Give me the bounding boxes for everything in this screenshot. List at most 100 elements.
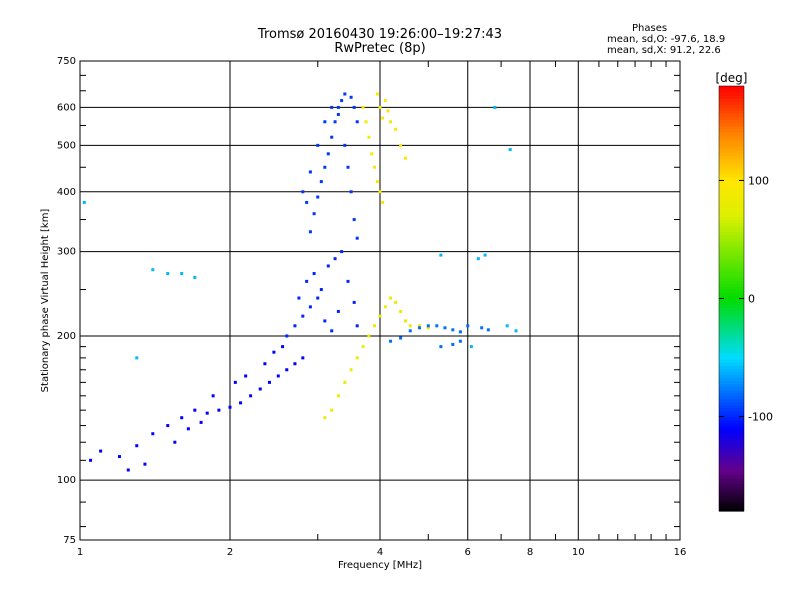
data-point xyxy=(305,279,309,283)
colorbar-segment xyxy=(719,158,744,163)
colorbar-segment xyxy=(719,113,744,117)
colorbar-label: [deg] xyxy=(716,71,748,85)
y-axis-label: Stationary phase Virtual Height [km] xyxy=(40,209,51,393)
colorbar-segment xyxy=(719,359,744,363)
data-point xyxy=(126,468,130,472)
data-point xyxy=(217,408,221,412)
colorbar-segment xyxy=(719,271,744,275)
data-point xyxy=(316,296,320,300)
x-tick-label: 6 xyxy=(465,547,471,558)
colorbar-segment xyxy=(719,225,744,230)
data-point xyxy=(166,424,170,428)
data-point xyxy=(249,394,253,398)
colorbar-segment xyxy=(719,262,744,266)
data-point xyxy=(480,326,484,330)
data-point xyxy=(233,380,237,384)
colorbar-segment xyxy=(719,92,744,96)
data-point xyxy=(476,257,480,261)
colorbar-segment xyxy=(719,183,744,187)
data-point xyxy=(378,190,382,194)
data-point xyxy=(186,427,190,431)
data-point xyxy=(330,105,334,109)
y-tick-label: 75 xyxy=(63,535,76,546)
colorbar-segment xyxy=(719,149,744,154)
colorbar-segment xyxy=(719,171,744,175)
data-point xyxy=(239,401,243,405)
colorbar-segment xyxy=(719,252,744,257)
data-point xyxy=(173,440,177,444)
data-point xyxy=(439,253,443,257)
colorbar-segment xyxy=(719,331,744,336)
colorbar-segment xyxy=(719,289,744,294)
data-point xyxy=(340,99,344,103)
x-tick-label: 2 xyxy=(227,547,233,558)
colorbar-segment xyxy=(719,283,744,287)
colorbar-segment xyxy=(719,404,744,409)
data-point xyxy=(151,268,155,272)
data-point xyxy=(349,368,353,372)
colorbar-segment xyxy=(719,489,744,494)
colorbar-segment xyxy=(719,213,744,218)
colorbar-segment xyxy=(719,413,744,418)
colorbar-segment xyxy=(719,143,744,148)
colorbar-segment xyxy=(719,453,744,457)
data-point xyxy=(364,120,368,124)
colorbar-segment xyxy=(719,186,744,190)
data-point xyxy=(308,230,312,234)
data-point xyxy=(373,165,377,169)
data-point xyxy=(361,105,365,109)
y-tick-label: 100 xyxy=(57,475,76,486)
colorbar-segment xyxy=(719,301,744,306)
data-point xyxy=(258,387,262,391)
colorbar-segment xyxy=(719,286,744,290)
colorbar-segment xyxy=(719,459,744,464)
data-point xyxy=(394,300,398,304)
colorbar-segment xyxy=(719,207,744,212)
data-point xyxy=(340,250,344,254)
data-point xyxy=(316,195,320,199)
data-point xyxy=(361,345,365,349)
colorbar-segment xyxy=(719,222,744,227)
colorbar-segment xyxy=(719,119,744,124)
chart-title-line1: Tromsø 20160430 19:26:00–19:27:43 xyxy=(257,27,503,42)
colorbar-segment xyxy=(719,231,744,236)
data-point xyxy=(383,305,387,309)
colorbar-segment xyxy=(719,471,744,476)
data-point xyxy=(336,309,340,313)
colorbar-segment xyxy=(719,468,744,473)
data-point xyxy=(408,324,412,328)
colorbar-segment xyxy=(719,146,744,151)
colorbar-segment xyxy=(719,356,744,360)
colorbar-segment xyxy=(719,116,744,120)
colorbar-tick-label: -100 xyxy=(748,411,773,424)
data-point xyxy=(451,342,455,346)
colorbar-segment xyxy=(719,438,744,442)
colorbar-segment xyxy=(719,386,744,391)
data-point xyxy=(151,432,155,436)
data-point xyxy=(367,334,371,338)
colorbar-segment xyxy=(719,486,744,491)
data-point xyxy=(293,324,297,328)
data-point xyxy=(193,275,197,279)
colorbar-segment xyxy=(719,98,744,102)
colorbar-segment xyxy=(719,155,744,160)
colorbar-segment xyxy=(719,344,744,348)
data-point xyxy=(319,180,323,184)
data-point xyxy=(293,362,297,366)
colorbar-segment xyxy=(719,256,744,260)
colorbar-segment xyxy=(719,389,744,394)
data-point xyxy=(285,368,289,372)
colorbar-segment xyxy=(719,407,744,412)
y-tick-label: 300 xyxy=(57,247,76,258)
x-tick-label: 16 xyxy=(674,547,687,558)
colorbar-segment xyxy=(719,334,744,339)
colorbar-segment xyxy=(719,107,744,111)
data-point xyxy=(355,120,359,124)
stats-o-mode: mean, sd,O: -97.6, 18.9 xyxy=(607,34,726,45)
colorbar-segment xyxy=(719,504,744,509)
data-point xyxy=(135,356,139,360)
colorbar-segment xyxy=(719,304,744,309)
data-point xyxy=(367,135,371,139)
